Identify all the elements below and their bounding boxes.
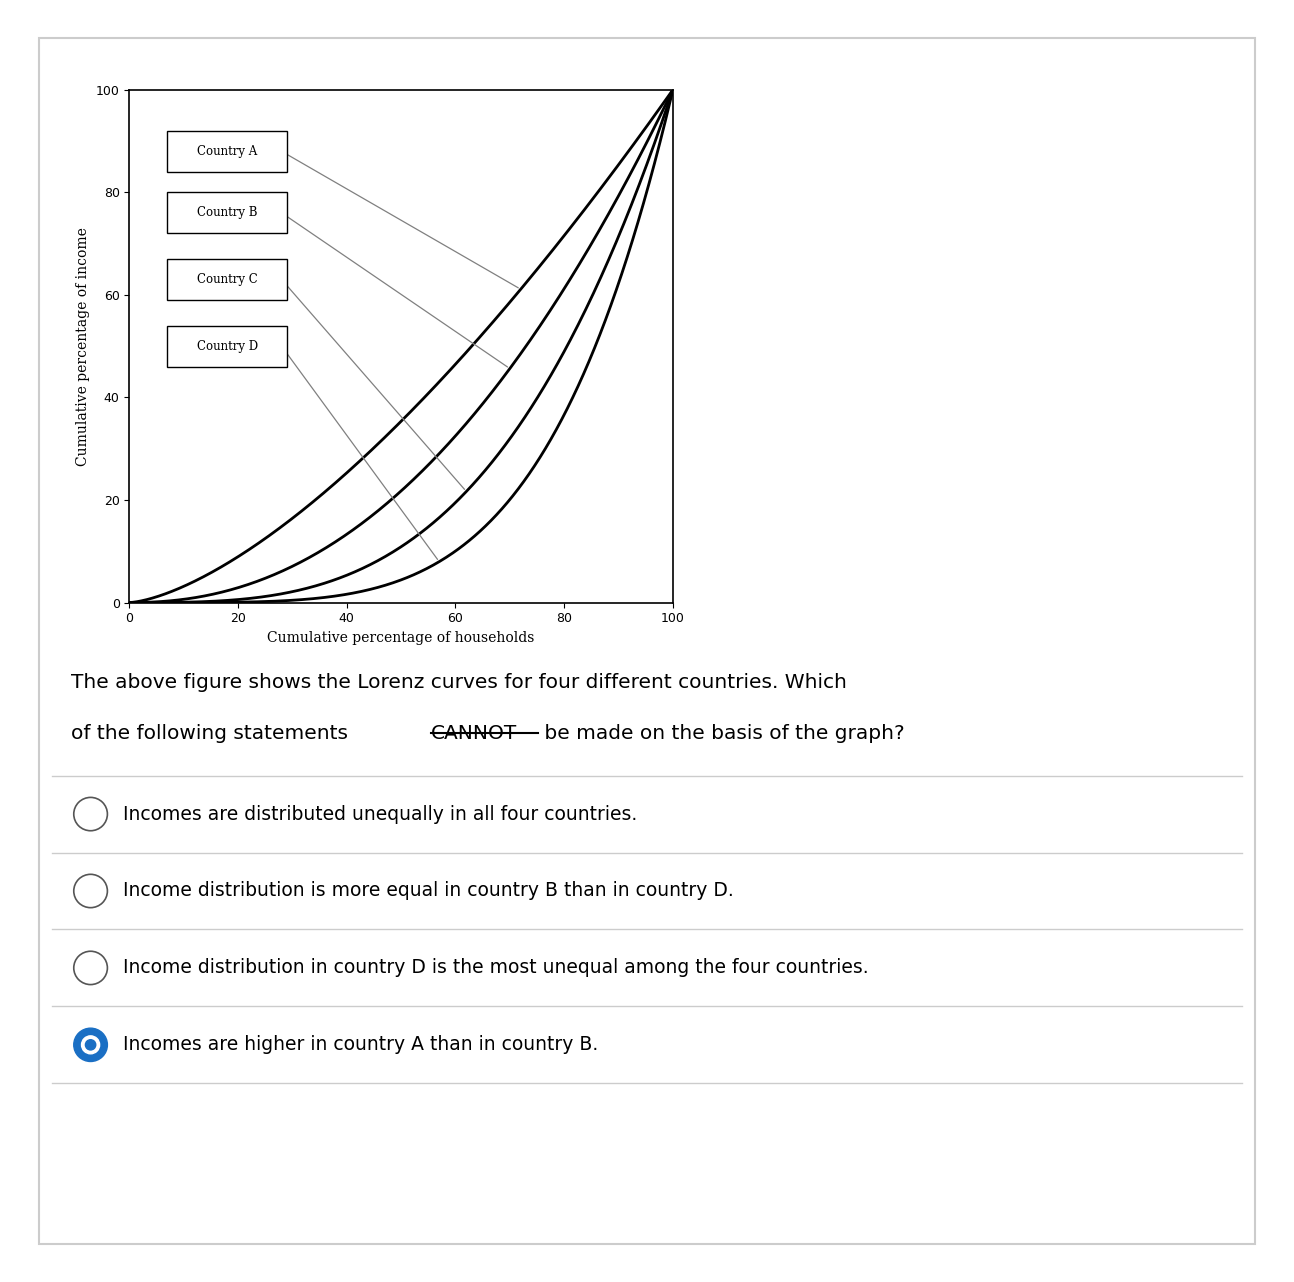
Text: Incomes are distributed unequally in all four countries.: Incomes are distributed unequally in all…: [123, 805, 637, 823]
Text: be made on the basis of the graph?: be made on the basis of the graph?: [538, 724, 905, 744]
Text: Country B: Country B: [197, 206, 258, 219]
Y-axis label: Cumulative percentage of income: Cumulative percentage of income: [76, 227, 91, 465]
Text: Income distribution in country D is the most unequal among the four countries.: Income distribution in country D is the …: [123, 959, 868, 977]
Text: The above figure shows the Lorenz curves for four different countries. Which: The above figure shows the Lorenz curves…: [71, 673, 848, 692]
Text: Country D: Country D: [197, 340, 258, 353]
Text: of the following statements: of the following statements: [71, 724, 355, 744]
FancyBboxPatch shape: [167, 192, 287, 233]
Text: Incomes are higher in country A than in country B.: Incomes are higher in country A than in …: [123, 1036, 598, 1054]
Text: CANNOT: CANNOT: [431, 724, 518, 744]
Text: Country C: Country C: [197, 273, 258, 286]
Text: Country A: Country A: [197, 145, 258, 158]
FancyBboxPatch shape: [167, 131, 287, 172]
Text: Income distribution is more equal in country B than in country D.: Income distribution is more equal in cou…: [123, 882, 734, 900]
X-axis label: Cumulative percentage of households: Cumulative percentage of households: [268, 631, 534, 645]
FancyBboxPatch shape: [167, 259, 287, 300]
FancyBboxPatch shape: [167, 326, 287, 367]
